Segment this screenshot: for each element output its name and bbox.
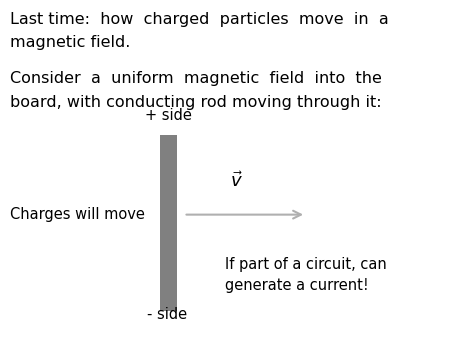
Text: If part of a circuit, can
generate a current!: If part of a circuit, can generate a cur…	[225, 258, 387, 293]
Text: + side: + side	[145, 108, 192, 123]
Bar	[160, 135, 177, 311]
Text: board, with conducting rod moving through it:: board, with conducting rod moving throug…	[10, 95, 382, 110]
Text: $\vec{v}$: $\vec{v}$	[230, 171, 243, 191]
Text: magnetic field.: magnetic field.	[10, 35, 130, 50]
Text: Consider  a  uniform  magnetic  field  into  the: Consider a uniform magnetic field into t…	[10, 71, 382, 86]
Text: - side: - side	[147, 307, 188, 322]
Text: Last time:  how  charged  particles  move  in  a: Last time: how charged particles move in…	[10, 12, 389, 27]
Text: Charges will move: Charges will move	[10, 207, 145, 222]
